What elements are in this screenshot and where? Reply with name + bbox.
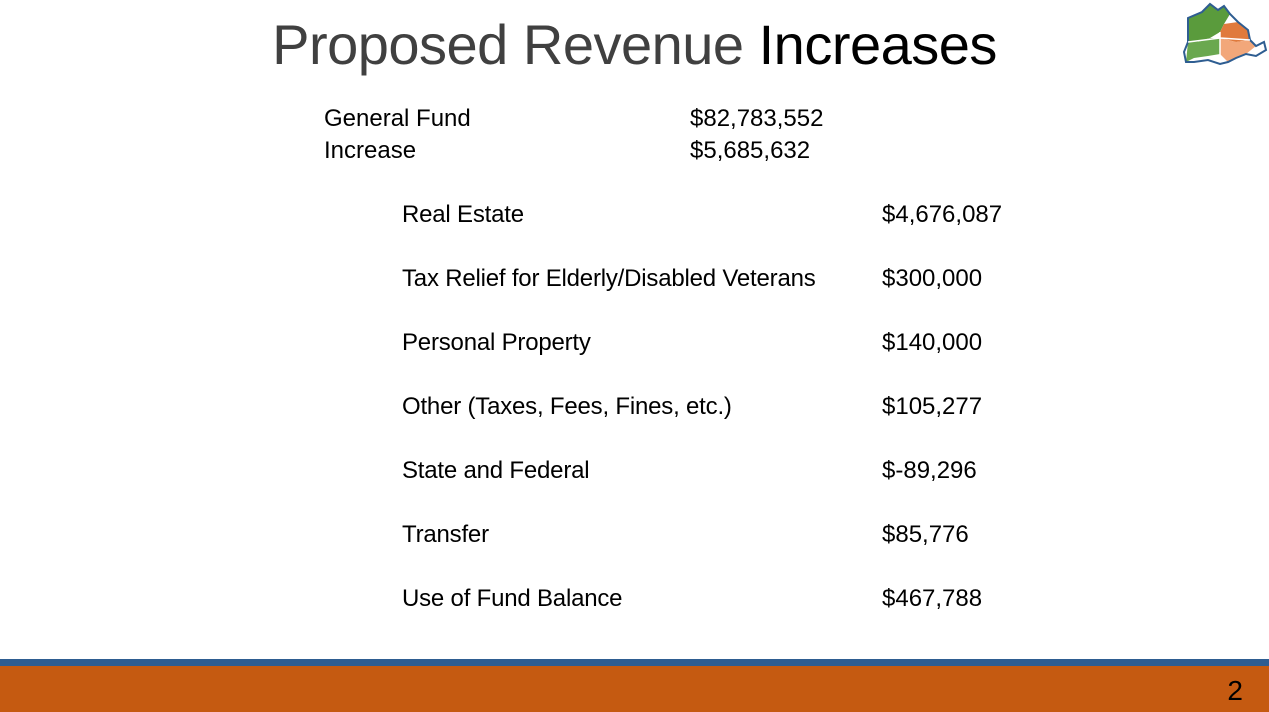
item-value: $-89,296	[882, 457, 977, 484]
list-item: Tax Relief for Elderly/Disabled Veterans…	[402, 262, 1042, 326]
list-item: Other (Taxes, Fees, Fines, etc.) $105,27…	[402, 390, 1042, 454]
slide-title: Proposed Revenue Increases	[0, 12, 1269, 78]
summary-label: General Fund	[324, 105, 471, 132]
title-bold-part: Increases	[758, 13, 998, 76]
item-value: $140,000	[882, 329, 983, 356]
title-light-part: Proposed Revenue	[272, 13, 744, 76]
footer-accent-line	[0, 659, 1269, 666]
item-value: $300,000	[882, 265, 983, 292]
item-value: $4,676,087	[882, 201, 1003, 228]
footer-band	[0, 666, 1269, 712]
list-item: State and Federal $-89,296	[402, 454, 1042, 518]
summary-value: $5,685,632	[690, 137, 811, 164]
item-label: Transfer	[402, 521, 489, 548]
summary-value: $82,783,552	[690, 105, 824, 132]
item-label: Other (Taxes, Fees, Fines, etc.)	[402, 393, 732, 420]
item-value: $467,788	[882, 585, 983, 612]
item-value: $85,776	[882, 521, 969, 548]
county-map-logo-icon	[1182, 2, 1268, 66]
list-item: Real Estate $4,676,087	[402, 198, 1042, 262]
item-label: Personal Property	[402, 329, 591, 356]
list-item: Transfer $85,776	[402, 518, 1042, 582]
logo-peach-region	[1220, 38, 1256, 62]
summary-label: Increase	[324, 137, 417, 164]
list-item: Use of Fund Balance $467,788	[402, 582, 1042, 646]
logo-green-lower-region	[1186, 38, 1220, 62]
item-label: Tax Relief for Elderly/Disabled Veterans	[402, 265, 816, 292]
logo-orange-region	[1220, 22, 1250, 42]
page-number: 2	[1227, 675, 1243, 706]
item-label: Use of Fund Balance	[402, 585, 623, 612]
item-label: Real Estate	[402, 201, 524, 228]
item-value: $105,277	[882, 393, 983, 420]
logo-inner-divider	[1187, 32, 1251, 58]
list-item: Personal Property $140,000	[402, 326, 1042, 390]
item-label: State and Federal	[402, 457, 590, 484]
revenue-breakdown-list: Real Estate $4,676,087 Tax Relief for El…	[402, 198, 1042, 646]
